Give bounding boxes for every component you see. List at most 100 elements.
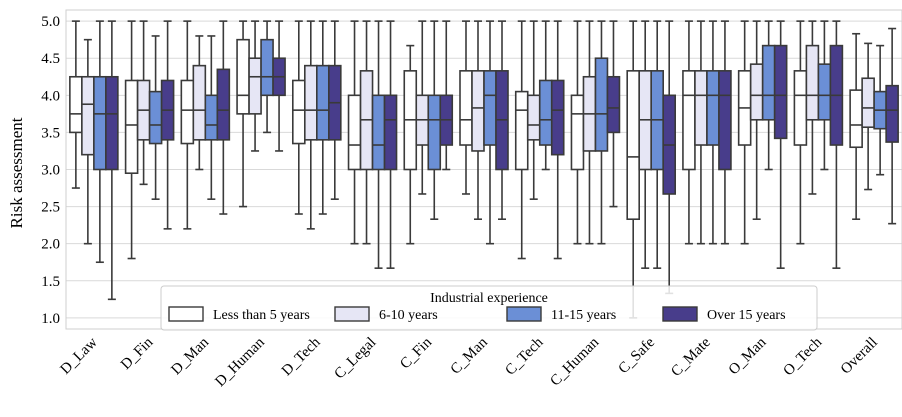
box-group [570, 20, 621, 245]
legend-label: 11-15 years [551, 308, 616, 323]
x-tick-label: O_Man [726, 334, 770, 378]
x-tick-label: D_Law [58, 334, 101, 377]
legend-label: Over 15 years [707, 308, 786, 323]
box [371, 94, 386, 171]
x-tick-label: D_Fin [118, 334, 157, 373]
box [483, 70, 497, 146]
box [694, 70, 708, 146]
box-group [124, 20, 175, 260]
box-group [236, 20, 286, 208]
x-tick-label: C_Human [547, 334, 602, 389]
y-tick-label: 3.5 [41, 125, 60, 141]
box-group [682, 20, 732, 245]
box-group [626, 20, 677, 319]
box [606, 75, 621, 134]
box [124, 79, 139, 175]
legend-title: Industrial experience [430, 291, 548, 306]
box-group [291, 20, 342, 230]
box [761, 44, 776, 121]
box [303, 64, 318, 141]
box-group [459, 20, 509, 245]
box [885, 84, 899, 143]
box [514, 90, 529, 171]
box [594, 57, 609, 152]
box [805, 44, 820, 121]
box-group [347, 20, 398, 269]
x-tick-label: C_Tech [502, 334, 547, 379]
box-group [403, 20, 454, 245]
y-axis-label: Risk assessment [7, 117, 26, 228]
box [383, 94, 398, 171]
box [291, 79, 306, 145]
x-tick-label: Overall [838, 335, 881, 378]
x-tick-label: C_Mate [668, 334, 714, 380]
y-tick-label: 5.0 [41, 14, 60, 30]
legend-swatch [168, 306, 204, 322]
box-group [180, 20, 231, 230]
y-tick-label: 2.5 [41, 200, 60, 216]
box [105, 75, 119, 171]
y-tick-label: 4.0 [41, 88, 60, 104]
box [538, 79, 553, 146]
box [204, 94, 219, 141]
box-group [793, 20, 844, 269]
box [93, 75, 107, 171]
box [817, 63, 832, 121]
box [626, 70, 641, 221]
x-tick-label: D_Man [168, 334, 212, 378]
x-tick-label: C_Fin [397, 334, 435, 372]
box [216, 68, 231, 141]
box-group [737, 20, 788, 269]
box [773, 44, 788, 140]
box [459, 70, 473, 146]
x-tick-label: C_Safe [615, 334, 658, 377]
x-tick-label: D_Tech [279, 334, 324, 379]
y-tick-label: 1.5 [41, 274, 60, 290]
y-tick-label: 2.0 [41, 237, 60, 253]
box [427, 94, 442, 171]
x-tick-label: C_Man [448, 334, 491, 377]
box [471, 70, 485, 152]
box [148, 90, 163, 145]
box [718, 70, 732, 171]
box [315, 64, 330, 141]
y-tick-label: 1.0 [41, 311, 60, 327]
legend-label: 6-10 years [379, 308, 438, 323]
box-group [69, 20, 119, 301]
x-tick-label: O_Tech [780, 334, 825, 379]
box [793, 70, 808, 146]
legend-swatch [506, 306, 542, 322]
y-axis-ticks: 1.0 1.5 2.0 2.5 3.0 3.5 4.0 4.5 5.0 [41, 14, 60, 327]
box [749, 63, 764, 121]
box [849, 89, 863, 149]
box [69, 75, 83, 134]
box [260, 38, 274, 97]
legend-label: Less than 5 years [213, 308, 310, 323]
y-tick-label: 3.0 [41, 163, 60, 179]
box-group [849, 27, 899, 225]
box [81, 75, 95, 156]
box [347, 94, 362, 171]
y-tick-label: 4.5 [41, 51, 60, 67]
legend-frame [160, 285, 818, 331]
box-groups [69, 20, 899, 319]
box [682, 70, 696, 171]
x-tick-label: D_Human [212, 334, 268, 390]
legend: Industrial experience Less than 5 years 6… [160, 285, 818, 331]
box [526, 94, 541, 141]
box [861, 77, 875, 129]
legend-items: Less than 5 years 6-10 years 11-15 years Ov… [168, 306, 786, 323]
x-axis-ticks: D_Law D_Fin D_Man D_Human D_Tech C_Legal C_Fin… [58, 334, 881, 390]
x-tick-label: C_Legal [332, 335, 380, 383]
legend-swatch [334, 306, 370, 322]
box-group [514, 20, 565, 260]
box [706, 70, 720, 146]
box [236, 38, 250, 115]
box [192, 64, 207, 141]
box [550, 79, 565, 156]
box [248, 57, 262, 115]
legend-swatch [662, 306, 698, 322]
box [180, 79, 195, 145]
box [570, 94, 585, 171]
